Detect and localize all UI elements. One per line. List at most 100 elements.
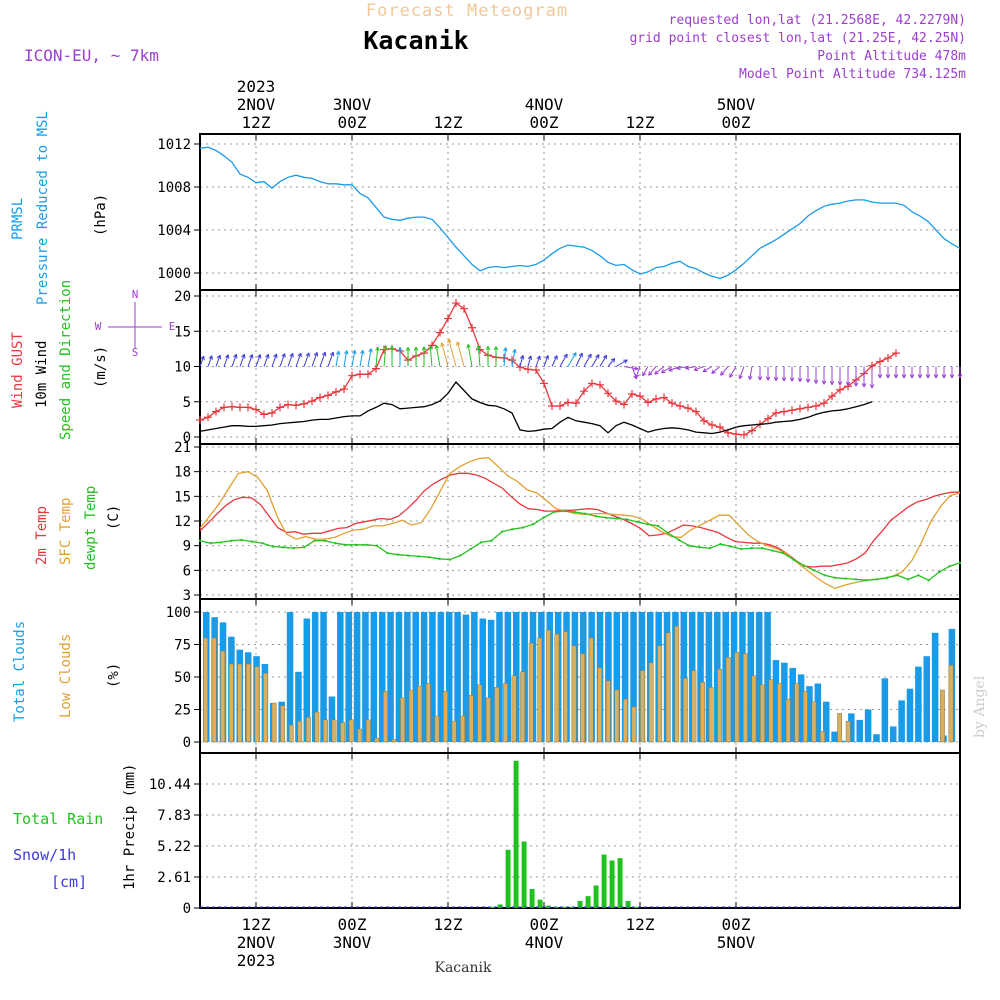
wind-arrow <box>567 352 577 367</box>
ytick-label-temperature: 12 <box>174 514 191 530</box>
wind-arrowhead <box>668 367 673 372</box>
low-cloud-bar <box>674 626 680 743</box>
dewpoint-marker <box>563 510 566 513</box>
low-cloud-bar <box>263 672 268 743</box>
low-cloud-bar <box>305 717 311 743</box>
low-cloud-bar <box>811 701 817 743</box>
total-cloud-bar <box>487 619 495 742</box>
dewpoint-marker <box>646 523 649 526</box>
total-cloud-bar <box>822 701 830 742</box>
dewpoint-line <box>199 510 961 581</box>
low-cloud-bar <box>571 645 577 743</box>
gust-marker <box>708 421 716 430</box>
wind-arrow <box>676 366 689 369</box>
model-label: ICON-EU, ~ 7km <box>24 46 159 65</box>
wind-arrowhead <box>297 352 302 358</box>
wind-10m-label: 10m Wind <box>34 341 50 408</box>
compass-e: E <box>169 320 176 333</box>
wind-arrow <box>319 351 326 367</box>
dewpoint-marker <box>823 574 826 577</box>
grid-point-coords: grid point closest lon,lat (21.25E, 42.2… <box>629 31 966 46</box>
gust-marker <box>668 399 676 408</box>
top-label-hour: 12Z <box>242 113 271 132</box>
low-cloud-bar <box>365 719 371 743</box>
low-cloud-bar <box>503 683 508 743</box>
precip-bar <box>513 760 519 908</box>
low-cloud-bar <box>408 689 414 743</box>
low-cloud-bar <box>314 711 320 743</box>
precip-bar <box>633 906 639 908</box>
total-cloud-bar <box>613 612 621 742</box>
dewpoint-marker <box>573 510 576 513</box>
gust-marker <box>252 405 260 414</box>
dewpoint-marker <box>834 576 837 579</box>
gust-marker <box>564 398 572 407</box>
wind-arrow <box>623 366 639 370</box>
gust-marker <box>572 399 580 408</box>
wind-arrowhead <box>434 344 440 350</box>
precip-bar <box>625 900 631 908</box>
dewpoint-marker <box>480 541 483 544</box>
wind-arrowhead <box>485 346 491 351</box>
gust-marker <box>292 401 300 410</box>
wind-arrowhead <box>368 348 373 353</box>
gust-marker <box>636 392 644 401</box>
low-cloud-bar <box>383 691 388 743</box>
total-cloud-bar <box>697 612 704 742</box>
wind-arrow <box>635 366 641 378</box>
dewpoint-marker <box>448 558 451 561</box>
ytick-label-precip: 0 <box>183 901 191 917</box>
pressure-labels: PRMSL Pressure Reduced to MSL (hPa) <box>10 111 109 305</box>
dewpoint-marker <box>605 516 608 519</box>
low-cloud-bar <box>280 705 286 743</box>
wind-arrow <box>375 347 379 367</box>
dewpoint-marker <box>802 564 805 567</box>
ytick-label-precip: 7.83 <box>157 808 191 824</box>
sfc-temp-label: SFC Temp <box>58 498 74 565</box>
dewpoint-marker <box>532 523 535 526</box>
total-cloud-bar <box>630 612 637 742</box>
wind-arrow <box>383 345 387 367</box>
dewpoint-marker <box>865 579 868 582</box>
wind-arrowhead <box>933 374 939 379</box>
plot-layer: 1000100410081012051015203691215182102550… <box>149 77 963 970</box>
wind-arrow <box>511 349 516 367</box>
wind-arrowhead <box>413 346 419 351</box>
low-cloud-bar <box>554 633 560 743</box>
ytick-label-wind: 5 <box>183 395 191 411</box>
total-cloud-bar <box>839 740 847 742</box>
low-cloud-bar <box>768 679 774 743</box>
bottom-time-label: 12Z <box>434 915 463 934</box>
dewpoint-marker <box>511 528 514 531</box>
wind-arrowhead <box>748 375 753 380</box>
wind-arrowhead <box>572 352 577 357</box>
total-cloud-bar <box>462 614 470 742</box>
gust-marker <box>604 389 612 398</box>
total-cloud-bar <box>479 618 487 742</box>
low-cloud-bar <box>323 719 328 743</box>
wind-arrowhead <box>773 376 779 381</box>
pressure-line <box>199 146 961 280</box>
gust-marker <box>820 399 828 408</box>
wind-arrowhead <box>360 349 365 355</box>
gust-marker <box>684 404 692 413</box>
dewpoint-marker <box>636 520 639 523</box>
dewpoint-marker <box>396 553 399 556</box>
total-cloud-bar <box>412 612 419 742</box>
gust-marker <box>740 430 748 439</box>
low-cloud-bar <box>246 663 251 743</box>
dewpoint-marker <box>292 547 295 550</box>
wind-arrowhead <box>642 371 647 377</box>
dewpoint-marker <box>948 565 951 568</box>
wind-arrowhead <box>313 352 319 357</box>
wind-arrow <box>359 350 364 367</box>
wind-arrowhead <box>729 373 734 378</box>
wind-arrow <box>527 355 532 367</box>
wind-arrowhead <box>941 374 947 379</box>
wind-arrowhead <box>845 381 851 386</box>
dewpoint-marker <box>271 545 274 548</box>
gust-marker <box>204 413 212 422</box>
